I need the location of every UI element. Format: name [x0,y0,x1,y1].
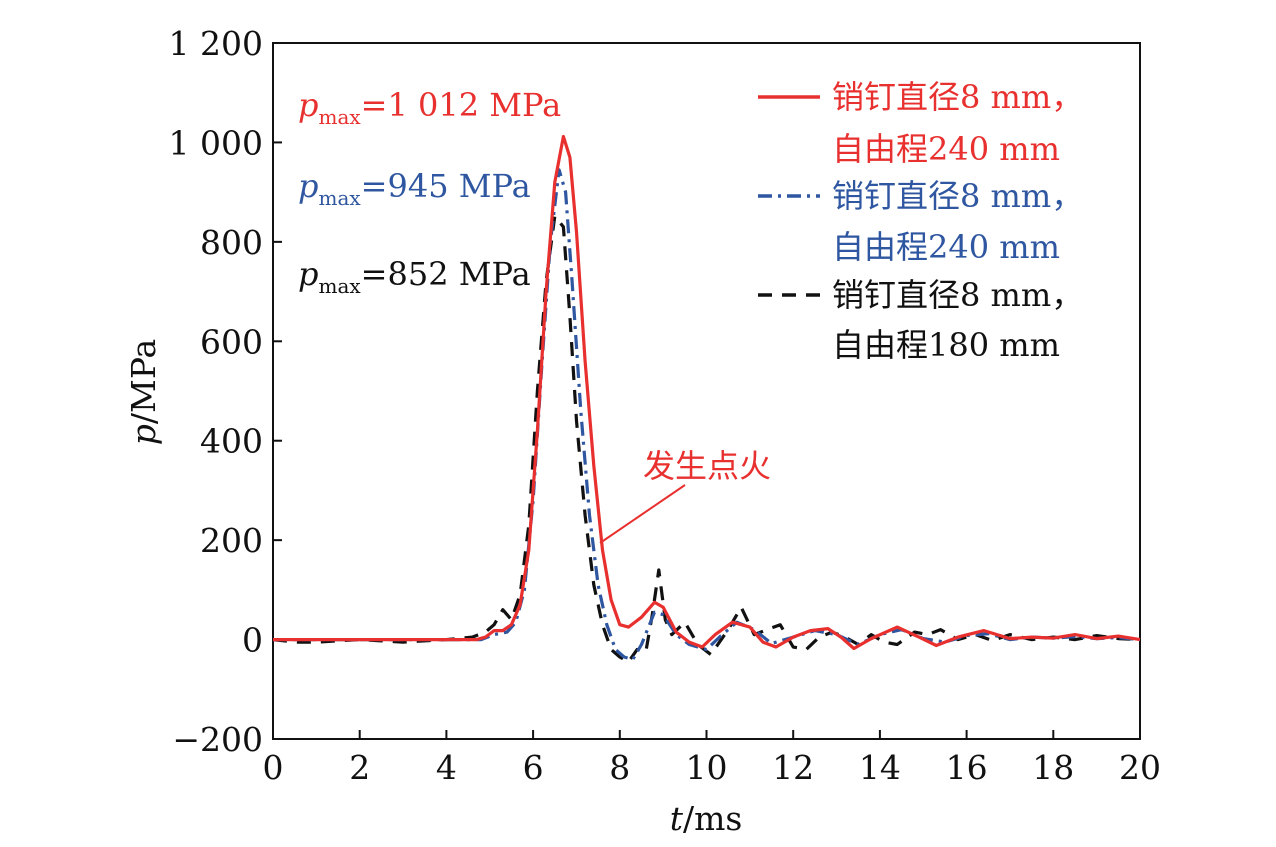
legend: 销钉直径8 mm， 自由程240 mm 销钉直径8 mm， 自由程240 mm … [758,78,1083,364]
legend-label-series-2-line1: 销钉直径8 mm， [832,177,1083,215]
x-tick-label: 2 [349,748,370,787]
pmax-label-series-2: pmax=945 MPa [298,167,531,210]
series-line-3 [272,214,1141,664]
series-line-2 [273,168,1141,662]
x-tick-label: 14 [859,748,901,787]
ignition-label: 发生点火 [643,447,771,485]
x-axis-ticks: 0 2 4 6 8 10 12 14 16 18 20 [263,730,1161,787]
legend-label-series-1-line1: 销钉直径8 mm， [832,78,1083,116]
y-tick-label: 200 [200,521,263,560]
series-line-1 [273,134,1141,651]
y-tick-label: 1 000 [169,123,263,162]
legend-label-series-1-line2: 自由程240 mm [832,130,1060,168]
x-tick-label: 8 [609,748,630,787]
y-tick-label: 0 [242,621,263,660]
pmax-label-series-3: pmax=852 MPa [298,255,531,298]
y-tick-label: −200 [172,720,263,759]
y-tick-label: 600 [200,322,263,361]
x-axis-label: t/ms [670,799,743,838]
x-tick-label: 4 [436,748,457,787]
legend-label-series-3-line2: 自由程180 mm [832,326,1060,364]
pmax-label-series-1: pmax=1 012 MPa [298,86,561,129]
x-tick-label: 18 [1032,748,1074,787]
pmax-annotations: pmax=1 012 MPa pmax=945 MPa pmax=852 MPa [298,86,561,298]
series-layer [272,134,1141,664]
x-tick-label: 12 [772,748,814,787]
ignition-annotation: 发生点火 [599,447,771,544]
ignition-pointer-line [599,484,686,544]
x-tick-label: 0 [263,748,284,787]
y-tick-label: 400 [200,422,263,461]
legend-label-series-3-line1: 销钉直径8 mm， [832,276,1083,314]
x-tick-label: 10 [686,748,728,787]
legend-label-series-2-line2: 自由程240 mm [832,228,1060,266]
y-tick-label: 1 200 [169,24,263,63]
x-tick-label: 16 [946,748,988,787]
y-axis-label: p/MPa [124,339,163,445]
x-tick-label: 6 [523,748,544,787]
y-axis-ticks: −200 0 200 400 600 800 1 000 1 200 [169,24,282,759]
y-tick-label: 800 [200,223,263,262]
x-tick-label: 20 [1119,748,1161,787]
